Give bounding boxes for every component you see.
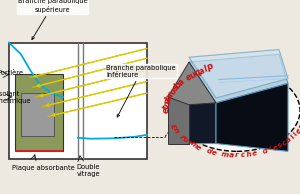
- Text: n: n: [171, 127, 179, 134]
- Polygon shape: [216, 83, 288, 151]
- Text: E: E: [169, 124, 177, 130]
- Text: Isolant
thermique: Isolant thermique: [0, 90, 32, 104]
- Text: e: e: [184, 72, 194, 82]
- Bar: [15, 74, 63, 151]
- Text: e: e: [272, 144, 280, 151]
- Polygon shape: [189, 49, 288, 98]
- Polygon shape: [168, 97, 189, 144]
- Bar: [9, 43, 147, 159]
- Text: r: r: [167, 90, 176, 98]
- Bar: [15, 150, 63, 152]
- Text: m: m: [221, 151, 230, 158]
- Text: a: a: [163, 97, 173, 104]
- Text: u: u: [188, 70, 198, 80]
- Text: n: n: [162, 100, 172, 107]
- Text: s: s: [171, 83, 181, 92]
- Text: c: c: [241, 152, 245, 158]
- Text: r: r: [186, 139, 193, 146]
- Text: Double
vitrage: Double vitrage: [76, 164, 100, 177]
- Text: o: o: [181, 136, 189, 144]
- Text: Plaque absorbante: Plaque absorbante: [12, 165, 75, 171]
- Bar: [21, 93, 54, 136]
- Text: i: i: [293, 131, 299, 136]
- Polygon shape: [168, 62, 216, 105]
- Text: ’: ’: [268, 146, 274, 153]
- Text: r: r: [235, 152, 239, 158]
- Text: m: m: [189, 140, 198, 150]
- Polygon shape: [189, 54, 288, 103]
- Polygon shape: [189, 62, 216, 144]
- Text: e: e: [295, 127, 300, 134]
- Text: a: a: [228, 152, 234, 158]
- Circle shape: [174, 70, 300, 151]
- Text: f: f: [178, 134, 185, 140]
- Text: d: d: [262, 147, 269, 155]
- Text: Branche parabolique
inférieure: Branche parabolique inférieure: [106, 65, 176, 117]
- Text: e: e: [211, 149, 217, 156]
- Text: o: o: [168, 86, 179, 95]
- Text: t: t: [162, 105, 171, 109]
- Text: b: b: [164, 93, 175, 101]
- Text: s: s: [277, 141, 284, 149]
- Text: a: a: [197, 66, 206, 76]
- Text: l: l: [290, 134, 296, 140]
- Text: e: e: [162, 108, 171, 113]
- Text: b: b: [173, 80, 184, 90]
- Text: Portière: Portière: [0, 70, 23, 76]
- Text: e: e: [194, 144, 202, 151]
- Text: c: c: [281, 139, 289, 146]
- Text: P: P: [206, 63, 216, 74]
- Text: Branche parabolique
supérieure: Branche parabolique supérieure: [18, 0, 87, 40]
- Text: a: a: [176, 77, 187, 87]
- Text: l: l: [203, 65, 209, 74]
- Text: r: r: [298, 124, 300, 130]
- Text: h: h: [246, 151, 252, 158]
- Text: q: q: [192, 68, 202, 78]
- Text: d: d: [205, 147, 212, 155]
- Text: e: e: [251, 150, 258, 157]
- Text: a: a: [285, 136, 293, 144]
